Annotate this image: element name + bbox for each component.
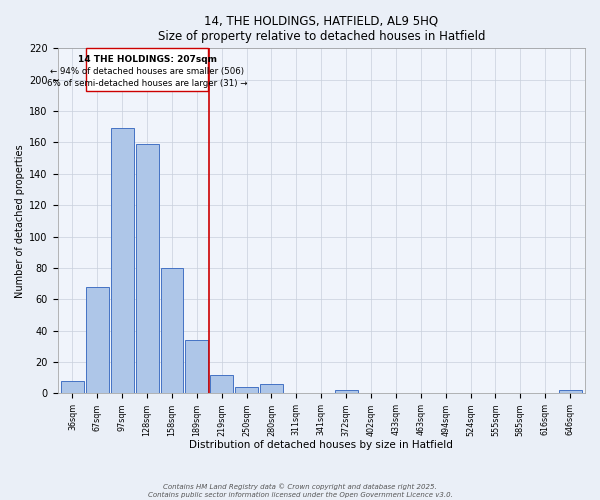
Text: 6% of semi-detached houses are larger (31) →: 6% of semi-detached houses are larger (3… <box>47 79 247 88</box>
FancyBboxPatch shape <box>86 48 208 90</box>
Bar <box>61 381 84 394</box>
Bar <box>185 340 208 394</box>
Text: ← 94% of detached houses are smaller (506): ← 94% of detached houses are smaller (50… <box>50 67 244 76</box>
Text: Contains HM Land Registry data © Crown copyright and database right 2025.
Contai: Contains HM Land Registry data © Crown c… <box>148 484 452 498</box>
Bar <box>86 287 109 394</box>
Title: 14, THE HOLDINGS, HATFIELD, AL9 5HQ
Size of property relative to detached houses: 14, THE HOLDINGS, HATFIELD, AL9 5HQ Size… <box>158 15 485 43</box>
Y-axis label: Number of detached properties: Number of detached properties <box>15 144 25 298</box>
Bar <box>559 390 581 394</box>
Bar <box>335 390 358 394</box>
X-axis label: Distribution of detached houses by size in Hatfield: Distribution of detached houses by size … <box>190 440 453 450</box>
Bar <box>260 384 283 394</box>
Bar <box>111 128 134 394</box>
Bar <box>136 144 158 394</box>
Bar <box>235 387 258 394</box>
Bar <box>161 268 184 394</box>
Text: 14 THE HOLDINGS: 207sqm: 14 THE HOLDINGS: 207sqm <box>77 54 217 64</box>
Bar <box>210 374 233 394</box>
